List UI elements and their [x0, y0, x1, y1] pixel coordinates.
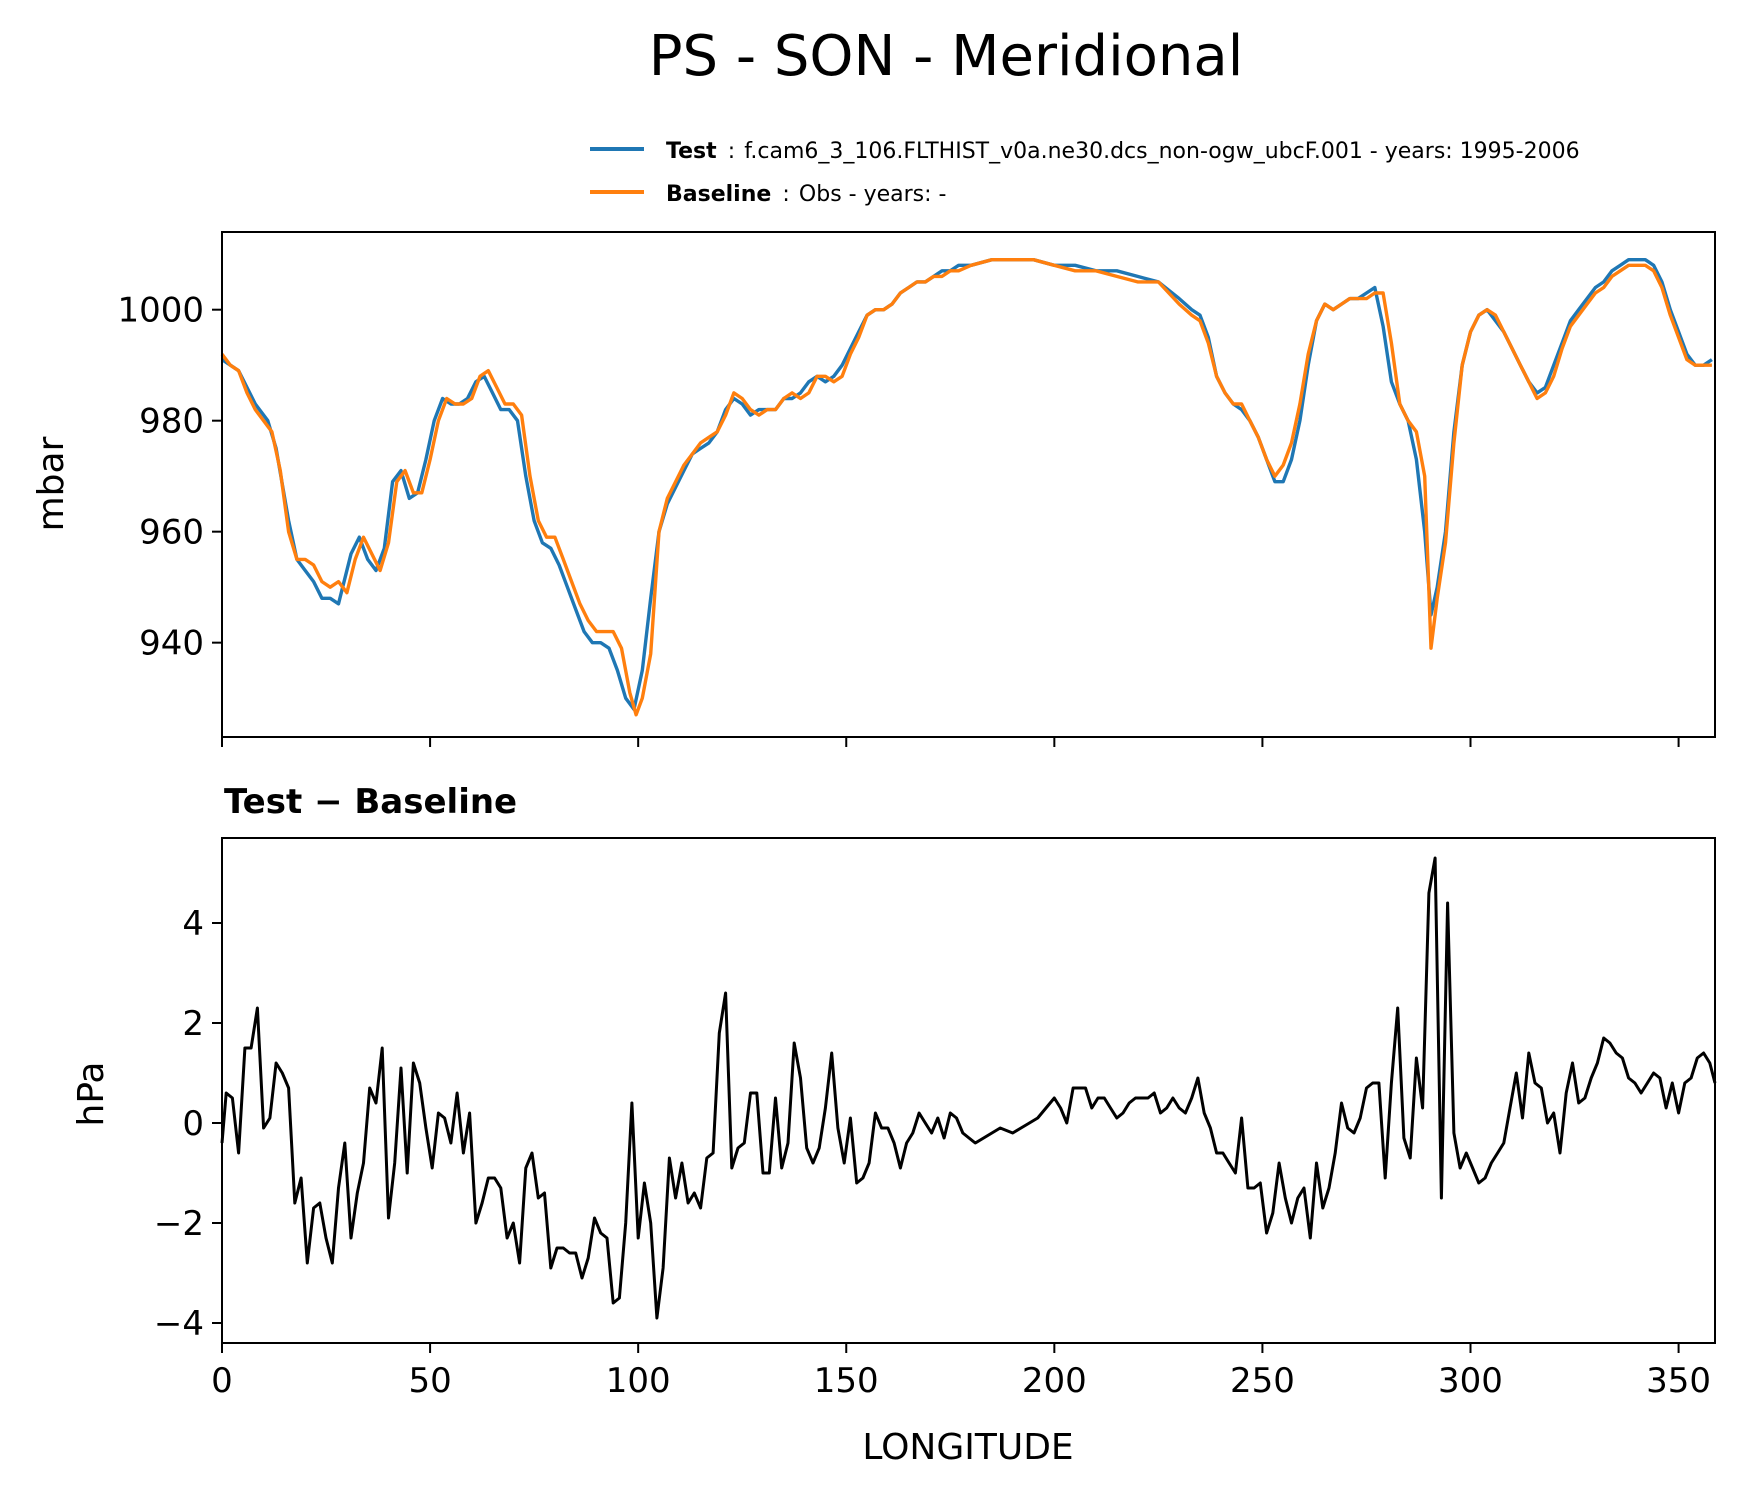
bottom-xlabel: LONGITUDE [862, 1427, 1073, 1468]
ytick-label: 940 [139, 624, 204, 664]
xtick-label: 100 [606, 1361, 671, 1401]
ytick-label: 960 [139, 513, 204, 553]
ytick-label: −2 [154, 1204, 204, 1244]
bottom-ylabel: hPa [71, 1062, 112, 1127]
xtick-label: 350 [1646, 1361, 1711, 1401]
ytick-label: 0 [182, 1104, 204, 1144]
series-line-baseline [220, 258, 1712, 717]
legend-entry-baseline: Baseline : Obs - years: - [666, 182, 946, 207]
bottom-plot-frame [221, 837, 1716, 1344]
top-ylabel: mbar [31, 436, 72, 531]
ytick-label: 980 [139, 402, 204, 442]
legend-name-test: Test [666, 139, 717, 164]
ytick-label: −4 [154, 1304, 204, 1344]
ytick-label: 1000 [117, 291, 204, 331]
legend-name-baseline: Baseline [666, 182, 771, 207]
ytick-label: 2 [182, 1004, 204, 1044]
figure-title: PS - SON - Meridional [649, 24, 1244, 89]
xtick-label: 300 [1438, 1361, 1503, 1401]
xtick-label: 0 [211, 1361, 233, 1401]
top-plot: 940 960 980 1000 mbar [31, 231, 1716, 747]
ytick-label: 4 [182, 904, 204, 944]
legend-desc-test: f.cam6_3_106.FLTHIST_v0a.ne30.dcs_non-og… [744, 139, 1579, 164]
legend-entry-test: Test : f.cam6_3_106.FLTHIST_v0a.ne30.dcs… [666, 139, 1580, 164]
xtick-label: 250 [1230, 1361, 1295, 1401]
legend-sep-test: : [728, 139, 735, 164]
xtick-label: 150 [814, 1361, 879, 1401]
xtick-label: 50 [408, 1361, 451, 1401]
xtick-label: 200 [1022, 1361, 1087, 1401]
legend-desc-baseline: Obs - years: - [799, 182, 947, 207]
series-line-test [221, 258, 1713, 711]
legend: Test : f.cam6_3_106.FLTHIST_v0a.ne30.dcs… [590, 139, 1580, 207]
series-line-test-baseline [220, 856, 1717, 1320]
legend-sep-baseline: : [782, 182, 789, 207]
top-plot-frame [221, 231, 1716, 738]
diff-subtitle: Test − Baseline [224, 782, 517, 822]
bottom-plot: 0 50 100 150 200 250 300 350 −4 −2 0 2 4 hPa LONGIT… [71, 837, 1717, 1468]
